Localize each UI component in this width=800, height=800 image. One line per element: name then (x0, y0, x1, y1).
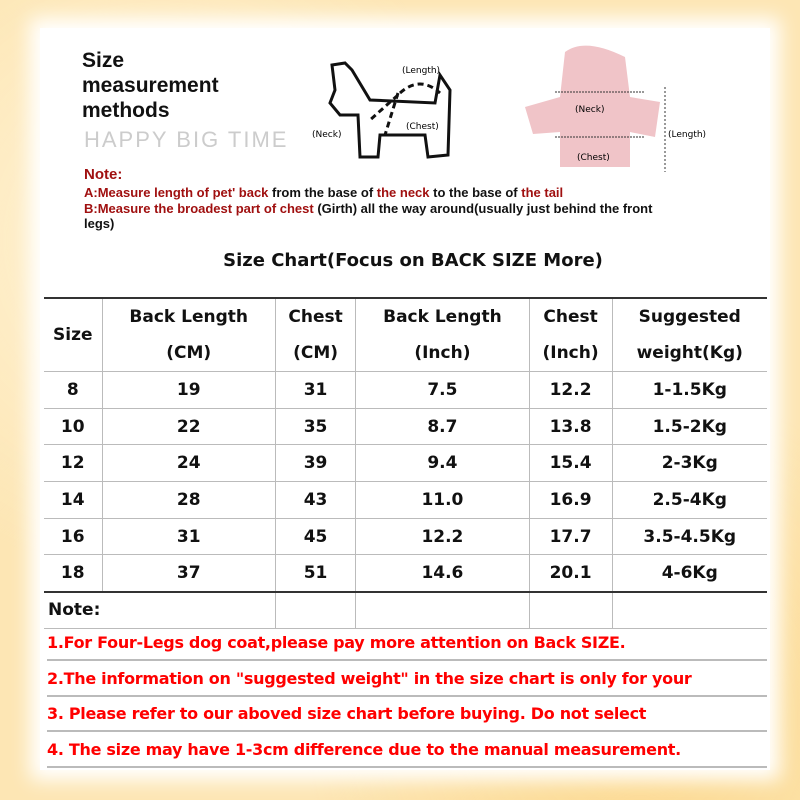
table-cell: 1-1.5Kg (611, 371, 767, 409)
note-line: 2.The information on "suggested weight" … (47, 661, 767, 697)
table-cell: 28 (101, 481, 276, 519)
table-cell: 3.5-4.5Kg (611, 517, 767, 556)
table-cell: 14 (44, 481, 103, 519)
table-cell: 22 (101, 407, 276, 446)
table-note-row: Note: (44, 590, 767, 629)
dog-neck-label: (Neck) (312, 130, 341, 140)
table-cell: 2-3Kg (611, 444, 767, 483)
table-cell: 18 (44, 554, 103, 593)
table-cell: 9.4 (355, 444, 530, 483)
table-cell: 16.9 (528, 481, 613, 519)
table-row: 16 31 45 12.2 17.7 3.5-4.5Kg (44, 517, 767, 556)
table-note-label: Note: (44, 590, 276, 629)
coat-length-label: (Length) (668, 130, 706, 140)
table-cell: 45 (274, 517, 357, 556)
table-cell: 7.5 (355, 371, 530, 409)
heading-line: measurement (82, 74, 219, 97)
table-row: 14 28 43 11.0 16.9 2.5-4Kg (44, 481, 767, 519)
table-cell: 15.4 (528, 444, 613, 483)
watermark: HAPPY BIG TIME (84, 127, 289, 152)
col-chest-cm: Chest (CM) (274, 297, 357, 372)
note-b: B:Measure the broadest part of chest (Gi… (84, 201, 653, 231)
coat-diagram: (Neck) (Length) (Chest) (525, 45, 706, 172)
col-back-cm: Back Length (CM) (101, 297, 276, 372)
coat-chest-label: (Chest) (577, 153, 610, 163)
table-cell: 8 (44, 371, 103, 409)
table-row: 10 22 35 8.7 13.8 1.5-2Kg (44, 407, 767, 446)
size-table: Size Back Length (CM) Chest (CM) Back Leng… (44, 297, 767, 629)
table-cell: 10 (44, 407, 103, 446)
note-line: 4. The size may have 1-3cm difference du… (47, 732, 767, 768)
table-cell: 4-6Kg (611, 554, 767, 593)
table-cell: 11.0 (355, 481, 530, 519)
table-cell: 14.6 (355, 554, 530, 593)
table-cell: 39 (274, 444, 357, 483)
table-row: 12 24 39 9.4 15.4 2-3Kg (44, 444, 767, 483)
table-cell: 16 (44, 517, 103, 556)
table-cell: 35 (274, 407, 357, 446)
note-title: Note: (84, 166, 123, 183)
dog-measure-diagram: (Length) (Neck) (Chest) (312, 61, 452, 159)
table-cell: 31 (274, 371, 357, 409)
col-chest-inch: Chest (Inch) (528, 297, 613, 372)
note-a: A:Measure length of pet' back from the b… (84, 185, 564, 200)
table-cell: 8.7 (355, 407, 530, 446)
col-weight: Suggested weight(Kg) (611, 297, 767, 372)
coat-neck-label: (Neck) (575, 105, 604, 115)
table-header-row: Size Back Length (CM) Chest (CM) Back Leng… (44, 297, 767, 372)
dog-chest-label: (Chest) (406, 122, 439, 132)
table-cell: 13.8 (528, 407, 613, 446)
table-row: 8 19 31 7.5 12.2 1-1.5Kg (44, 371, 767, 409)
table-cell: 31 (101, 517, 276, 556)
table-cell: 2.5-4Kg (611, 481, 767, 519)
table-cell: 1.5-2Kg (611, 407, 767, 446)
table-cell: 12.2 (355, 517, 530, 556)
note-line: 1.For Four-Legs dog coat,please pay more… (47, 625, 767, 661)
table-cell: 43 (274, 481, 357, 519)
table-cell: 12.2 (528, 371, 613, 409)
page-heading: Size measurement methods (82, 48, 219, 123)
col-size: Size (44, 297, 103, 372)
table-cell: 37 (101, 554, 276, 593)
table-cell: 20.1 (528, 554, 613, 593)
table-cell: 51 (274, 554, 357, 593)
table-cell: 19 (101, 371, 276, 409)
dog-length-label: (Length) (402, 66, 440, 76)
col-back-inch: Back Length (Inch) (355, 297, 530, 372)
size-chart-title: Size Chart(Focus on BACK SIZE More) (223, 250, 603, 271)
note-line: 3. Please refer to our aboved size chart… (47, 696, 767, 732)
heading-line: Size (82, 49, 125, 72)
table-cell: 24 (101, 444, 276, 483)
heading-line: methods (82, 99, 170, 122)
table-cell: 17.7 (528, 517, 613, 556)
table-row: 18 37 51 14.6 20.1 4-6Kg (44, 554, 767, 593)
table-cell: 12 (44, 444, 103, 483)
